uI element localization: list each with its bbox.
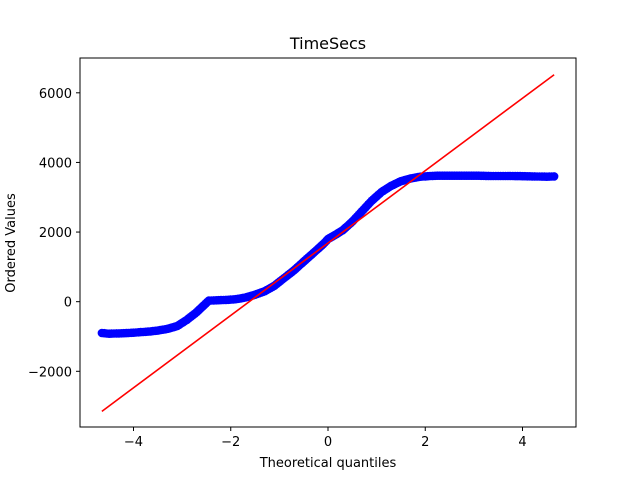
data-point <box>549 172 559 181</box>
reference-line <box>101 74 555 412</box>
y-axis-title: Ordered Values <box>4 193 19 293</box>
y-tick-label: 6000 <box>39 87 72 102</box>
chart-title: TimeSecs <box>289 34 366 53</box>
x-tick-label: 0 <box>324 435 332 450</box>
y-tick-label: 0 <box>64 296 72 311</box>
x-tick-label: −2 <box>221 435 240 450</box>
x-axis: −4 −2 0 2 4 <box>124 427 527 450</box>
plot-area <box>97 74 559 412</box>
y-tick-label: −2000 <box>28 365 72 380</box>
x-tick-label: 2 <box>421 435 429 450</box>
x-axis-title: Theoretical quantiles <box>259 456 397 471</box>
x-tick-label: −4 <box>124 435 143 450</box>
y-tick-label: 2000 <box>39 226 72 241</box>
y-axis: −2000 0 2000 4000 6000 <box>28 87 80 380</box>
y-tick-label: 4000 <box>39 156 72 171</box>
x-tick-label: 4 <box>518 435 526 450</box>
